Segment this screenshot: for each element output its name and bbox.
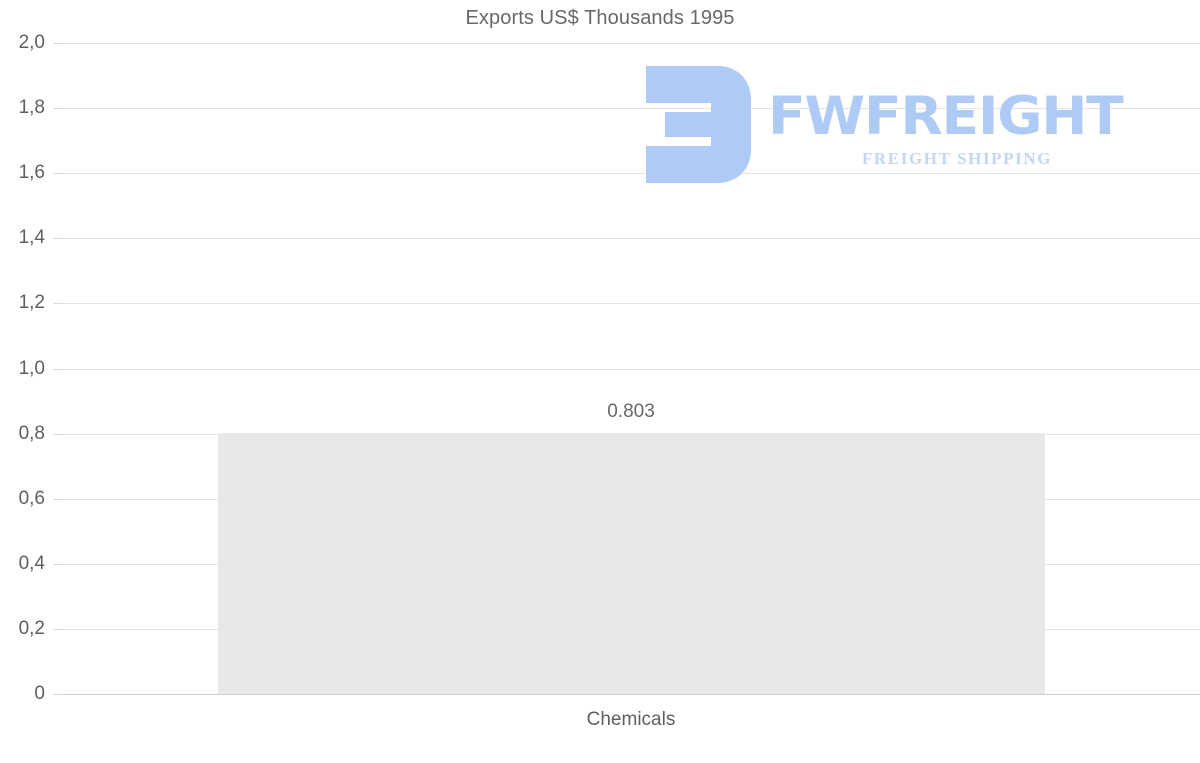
y-axis-tick bbox=[53, 303, 62, 304]
y-axis-label: 0,6 bbox=[18, 487, 45, 509]
y-axis-tick bbox=[53, 564, 62, 565]
y-axis-tick bbox=[53, 499, 62, 500]
gridline bbox=[62, 303, 1200, 304]
gridline bbox=[62, 108, 1200, 109]
y-axis-label: 0 bbox=[34, 683, 45, 704]
y-axis-label: 1,8 bbox=[18, 97, 45, 119]
y-axis-tick bbox=[53, 369, 62, 370]
y-axis-tick bbox=[53, 694, 62, 695]
y-axis-label: 1,0 bbox=[18, 357, 45, 379]
y-axis-label: 1,2 bbox=[18, 292, 45, 314]
y-axis-tick bbox=[53, 629, 62, 630]
y-axis-label: 2,0 bbox=[18, 32, 45, 53]
y-axis-tick bbox=[53, 43, 62, 44]
plot-area bbox=[62, 43, 1200, 694]
y-axis-tick bbox=[53, 434, 62, 435]
y-axis-tick bbox=[53, 238, 62, 239]
y-axis-tick bbox=[53, 173, 62, 174]
gridline bbox=[62, 173, 1200, 174]
bar[interactable] bbox=[217, 432, 1045, 694]
chart-title: Exports US$ Thousands 1995 bbox=[465, 7, 735, 29]
y-axis-label: 0,4 bbox=[18, 552, 45, 574]
y-axis-label: 1,6 bbox=[18, 162, 45, 184]
y-axis-label: 0,2 bbox=[18, 617, 45, 639]
gridline bbox=[62, 694, 1200, 695]
gridline bbox=[62, 369, 1200, 370]
y-axis-label: 0,8 bbox=[18, 422, 45, 444]
y-axis-label: 1,4 bbox=[18, 227, 45, 249]
x-axis-label: Chemicals bbox=[586, 709, 676, 730]
y-axis-tick bbox=[53, 108, 62, 109]
gridline bbox=[62, 238, 1200, 239]
bar-value-label: 0.803 bbox=[607, 400, 655, 422]
gridline bbox=[62, 43, 1200, 44]
